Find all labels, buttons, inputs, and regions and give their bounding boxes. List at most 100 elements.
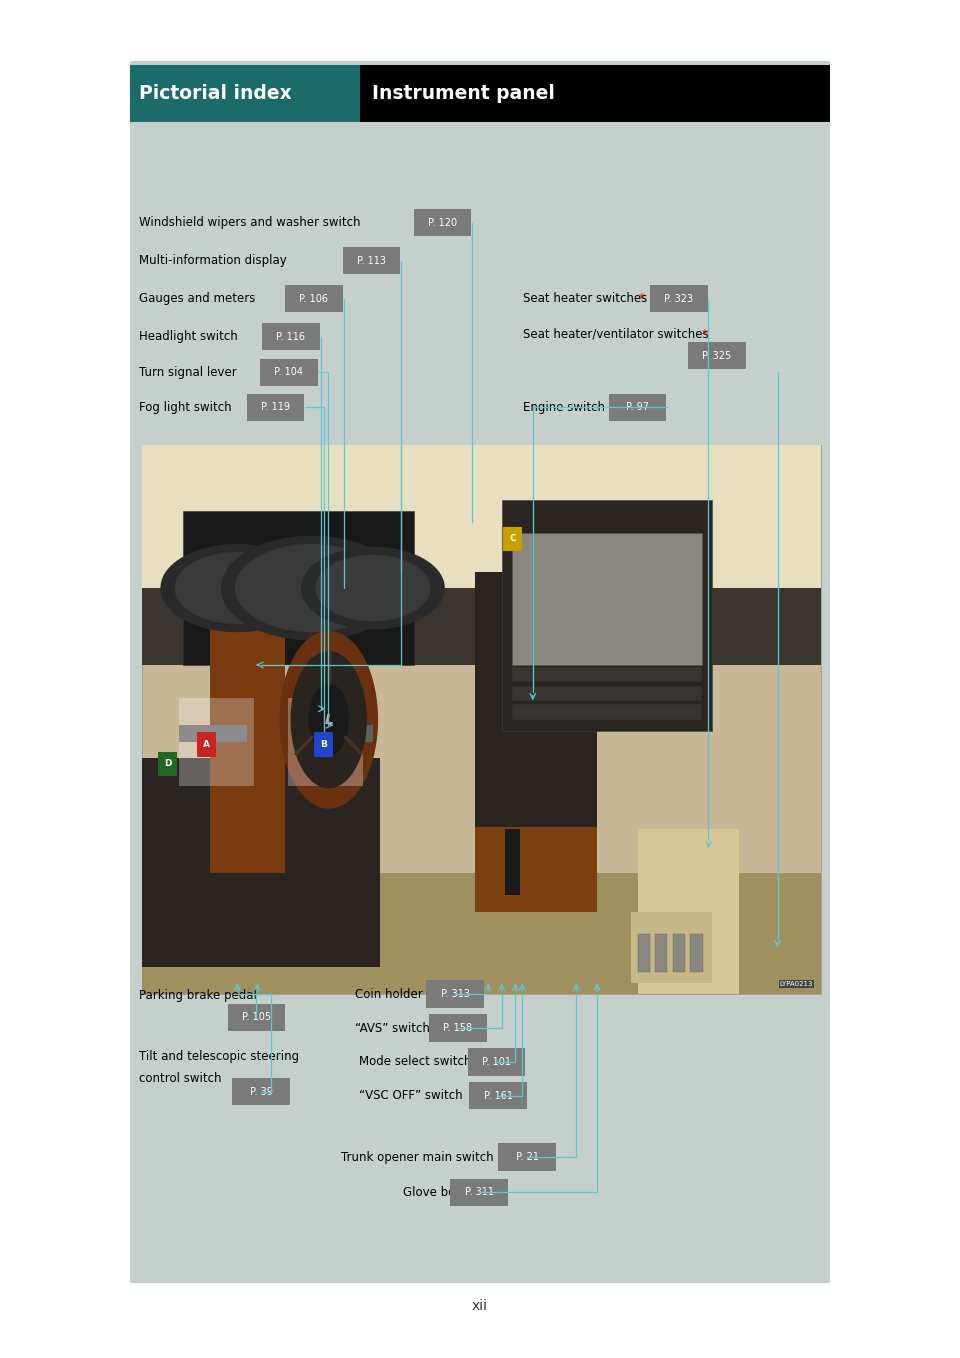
Bar xyxy=(305,725,372,741)
Bar xyxy=(690,934,703,972)
Text: P. 313: P. 313 xyxy=(441,989,469,999)
Polygon shape xyxy=(309,684,348,755)
Bar xyxy=(130,61,830,1283)
Bar xyxy=(505,830,520,895)
Text: P. 116: P. 116 xyxy=(276,331,305,342)
Bar xyxy=(180,725,248,741)
Text: Pictorial index: Pictorial index xyxy=(139,84,292,103)
Text: P. 21: P. 21 xyxy=(516,1152,539,1162)
Bar xyxy=(182,511,414,665)
Bar xyxy=(673,934,685,972)
Text: Coin holder: Coin holder xyxy=(355,987,423,1001)
Text: Trunk opener main switch: Trunk opener main switch xyxy=(341,1150,493,1164)
Bar xyxy=(142,588,821,665)
Text: P. 323: P. 323 xyxy=(664,293,693,304)
FancyBboxPatch shape xyxy=(262,323,320,350)
Bar xyxy=(512,667,702,683)
FancyBboxPatch shape xyxy=(158,751,178,775)
Text: P. 97: P. 97 xyxy=(626,402,649,413)
FancyBboxPatch shape xyxy=(228,1004,285,1031)
FancyBboxPatch shape xyxy=(450,1179,508,1206)
FancyBboxPatch shape xyxy=(429,1014,487,1042)
Text: Seat heater/ventilator switches: Seat heater/ventilator switches xyxy=(523,327,708,341)
FancyBboxPatch shape xyxy=(688,342,746,369)
FancyBboxPatch shape xyxy=(247,394,304,421)
Text: B: B xyxy=(321,740,327,750)
Text: P. 161: P. 161 xyxy=(484,1090,513,1101)
Bar xyxy=(512,686,702,701)
Text: LYPA0213: LYPA0213 xyxy=(780,982,813,987)
Bar xyxy=(637,934,650,972)
Polygon shape xyxy=(161,545,313,631)
FancyBboxPatch shape xyxy=(343,247,400,274)
Text: P. 113: P. 113 xyxy=(357,255,386,266)
Text: Headlight switch: Headlight switch xyxy=(139,330,238,344)
Text: Instrument panel: Instrument panel xyxy=(372,84,554,103)
FancyBboxPatch shape xyxy=(650,285,708,312)
Text: P. 119: P. 119 xyxy=(261,402,290,413)
Text: Windshield wipers and washer switch: Windshield wipers and washer switch xyxy=(139,216,361,230)
Text: *: * xyxy=(702,327,708,341)
FancyBboxPatch shape xyxy=(314,732,333,756)
Text: A: A xyxy=(203,740,210,750)
Text: P. 120: P. 120 xyxy=(428,217,457,228)
Text: P. 101: P. 101 xyxy=(482,1057,511,1067)
Text: P. 106: P. 106 xyxy=(300,293,328,304)
FancyBboxPatch shape xyxy=(260,359,318,386)
Polygon shape xyxy=(316,555,430,621)
Text: Tilt and telescopic steering: Tilt and telescopic steering xyxy=(139,1050,300,1063)
Bar xyxy=(637,830,739,994)
Text: P. 105: P. 105 xyxy=(242,1012,271,1023)
FancyBboxPatch shape xyxy=(414,209,471,236)
FancyBboxPatch shape xyxy=(503,527,522,551)
Text: Glove box: Glove box xyxy=(403,1186,462,1199)
FancyBboxPatch shape xyxy=(285,285,343,312)
FancyBboxPatch shape xyxy=(197,732,216,756)
Text: “AVS” switch: “AVS” switch xyxy=(355,1021,430,1035)
Bar xyxy=(130,65,360,122)
Text: P. 325: P. 325 xyxy=(703,350,732,361)
Text: Multi-information display: Multi-information display xyxy=(139,254,287,268)
Bar xyxy=(142,873,821,994)
Text: *: * xyxy=(638,292,644,306)
FancyBboxPatch shape xyxy=(469,1082,527,1109)
Text: Seat heater switches: Seat heater switches xyxy=(523,292,647,306)
Bar xyxy=(210,615,284,873)
FancyBboxPatch shape xyxy=(426,980,484,1008)
Text: P. 311: P. 311 xyxy=(465,1187,493,1198)
Bar xyxy=(512,534,702,665)
Text: xii: xii xyxy=(472,1300,488,1313)
Text: Mode select switch: Mode select switch xyxy=(359,1055,471,1069)
Text: P. 39: P. 39 xyxy=(250,1086,273,1097)
Text: Fog light switch: Fog light switch xyxy=(139,401,231,414)
Text: C: C xyxy=(509,534,516,543)
Text: Gauges and meters: Gauges and meters xyxy=(139,292,255,306)
Text: L: L xyxy=(324,713,333,727)
Polygon shape xyxy=(222,536,402,640)
Bar xyxy=(142,445,821,994)
FancyBboxPatch shape xyxy=(232,1078,290,1105)
FancyBboxPatch shape xyxy=(498,1143,556,1171)
Bar xyxy=(288,698,363,785)
Text: P. 104: P. 104 xyxy=(275,367,303,378)
Bar xyxy=(474,827,597,857)
FancyBboxPatch shape xyxy=(609,394,666,421)
Bar xyxy=(502,500,712,731)
Polygon shape xyxy=(291,652,366,788)
Bar xyxy=(142,758,379,967)
Text: P. 158: P. 158 xyxy=(444,1023,472,1033)
Bar xyxy=(512,705,702,720)
Text: Engine switch: Engine switch xyxy=(523,401,605,414)
Text: “VSC OFF” switch: “VSC OFF” switch xyxy=(359,1089,463,1103)
Polygon shape xyxy=(301,547,444,629)
Polygon shape xyxy=(280,631,377,808)
FancyBboxPatch shape xyxy=(468,1048,525,1076)
Polygon shape xyxy=(236,545,388,631)
Bar xyxy=(474,846,597,911)
Text: D: D xyxy=(164,759,172,769)
Bar xyxy=(360,65,830,122)
Text: Parking brake pedal: Parking brake pedal xyxy=(139,989,257,1002)
Bar xyxy=(180,698,254,785)
Bar xyxy=(474,572,597,857)
Text: Turn signal lever: Turn signal lever xyxy=(139,365,237,379)
